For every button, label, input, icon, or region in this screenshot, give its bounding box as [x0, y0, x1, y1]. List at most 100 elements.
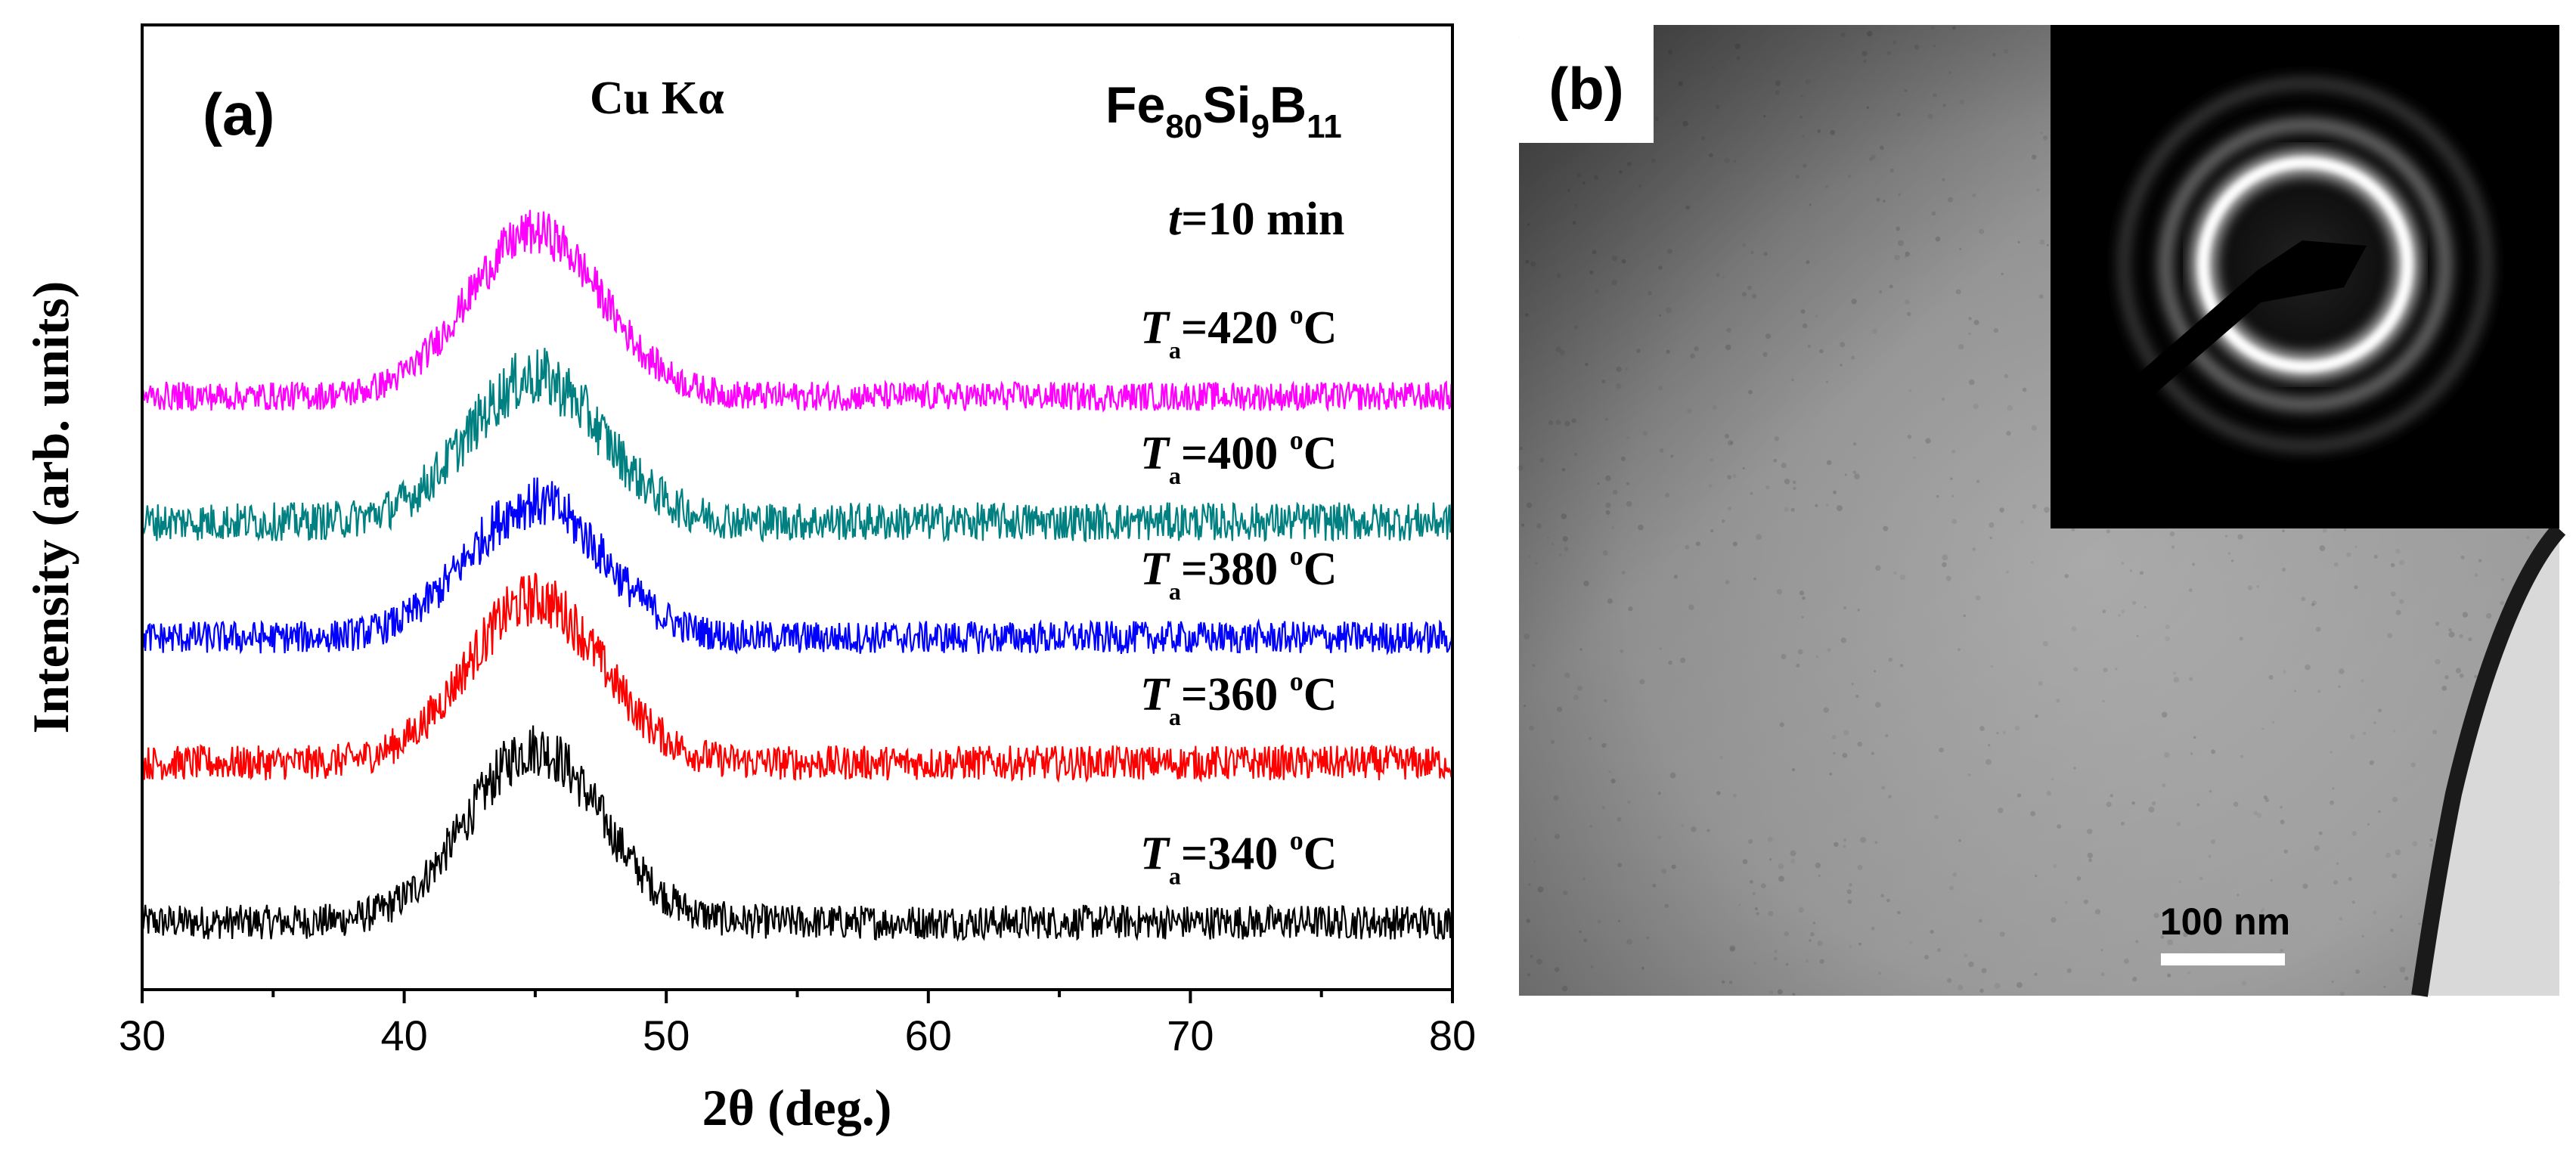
tem-speck: [2399, 966, 2406, 973]
tem-speck: [1942, 554, 1948, 561]
tem-speck: [2263, 795, 2268, 800]
tem-speck: [1601, 380, 1606, 384]
tem-speck: [2189, 677, 2193, 681]
tem-speck: [1659, 448, 1664, 453]
tem-speck: [2237, 534, 2243, 540]
tem-speck: [2336, 862, 2339, 866]
tem-speck: [2169, 531, 2175, 537]
tem-speck: [1605, 475, 1611, 482]
tem-speck: [1778, 875, 1784, 882]
tem-speck: [1866, 106, 1870, 110]
tem-speck: [1843, 838, 1847, 842]
tem-speck: [2176, 822, 2181, 826]
tem-speck: [1972, 547, 1976, 551]
tem-speck: [2270, 879, 2273, 882]
series-line-0: [142, 725, 1452, 942]
tem-speck: [1601, 742, 1607, 748]
tem-speck: [2392, 873, 2397, 879]
tem-speck: [2318, 831, 2323, 835]
tem-speck: [1765, 485, 1770, 490]
tem-speck: [1979, 228, 1985, 234]
tem-speck: [1942, 562, 1947, 568]
tem-speck: [1668, 660, 1672, 665]
tem-speck: [1748, 389, 1753, 395]
tem-speck: [1669, 772, 1676, 779]
tem-speck: [1688, 604, 1694, 610]
tem-speck: [2322, 528, 2327, 533]
tem-speck: [2210, 839, 2215, 844]
tem-speck: [1967, 773, 1971, 776]
tem-speck: [1604, 699, 1607, 702]
tem-speck: [1927, 113, 1933, 119]
tem-speck: [1730, 441, 1733, 445]
tem-speck: [2064, 574, 2069, 578]
tem-speck: [2022, 387, 2027, 392]
tem-speck: [1875, 565, 1881, 571]
tem-speck: [2392, 730, 2396, 733]
tem-speck: [1765, 333, 1772, 339]
tem-speck: [1753, 962, 1757, 965]
tem-speck: [1972, 193, 1976, 197]
tem-speck: [1948, 197, 1954, 203]
tem-speck: [2031, 425, 2037, 431]
tem-speck: [2102, 609, 2106, 614]
tem-speck: [2165, 636, 2171, 642]
tem-speck: [2131, 801, 2135, 805]
tem-speck: [1989, 536, 1992, 540]
tem-speck: [1998, 807, 2004, 813]
tem-speck: [2283, 670, 2286, 674]
tem-speck: [1785, 962, 1789, 966]
tem-speck: [1905, 299, 1910, 305]
tem-speck: [1802, 135, 1805, 138]
tem-speck: [1790, 850, 1796, 857]
x-tick-label-50: 50: [643, 1012, 690, 1059]
tem-speck: [1530, 955, 1533, 958]
tem-speck: [1806, 260, 1810, 265]
tem-speck: [1517, 465, 1524, 471]
tem-speck: [2395, 609, 2401, 615]
tem-speck: [1642, 430, 1648, 436]
tem-speck: [1636, 349, 1641, 354]
tem-speck: [1883, 200, 1886, 203]
tem-speck: [1955, 289, 1961, 295]
series-label-1-part-0: T: [1140, 669, 1170, 721]
tem-speck: [1843, 606, 1847, 610]
tem-speck: [1818, 874, 1821, 877]
tem-speck: [2305, 664, 2311, 671]
tem-speck: [2144, 606, 2147, 609]
tem-speck: [2302, 883, 2308, 889]
tem-speck: [1958, 344, 1964, 350]
tem-speck: [2115, 668, 2118, 671]
tem-speck: [1792, 480, 1796, 485]
tem-speck: [1747, 285, 1752, 290]
tem-speck: [1946, 978, 1952, 984]
tem-speck: [1555, 420, 1561, 425]
tem-speck: [2196, 803, 2200, 807]
scale-bar: 100 nm: [2160, 900, 2290, 965]
tem-speck: [1579, 648, 1582, 651]
tem-speck: [1968, 332, 1972, 336]
tem-speck: [1528, 555, 1531, 558]
tem-speck: [2398, 599, 2404, 604]
tem-speck: [1582, 181, 1586, 184]
tem-speck: [1950, 477, 1953, 480]
tem-speck: [1999, 931, 2005, 937]
tem-speck: [1749, 879, 1753, 884]
tem-speck: [1894, 254, 1900, 261]
tem-speck: [1945, 575, 1951, 581]
tem-speck: [2230, 559, 2234, 562]
tem-speck: [1750, 250, 1754, 254]
tem-speck: [1700, 135, 1706, 141]
x-tick-label-30: 30: [119, 1012, 166, 1059]
tem-speck: [2171, 545, 2175, 549]
tem-speck: [1874, 670, 1877, 673]
tem-speck: [2486, 612, 2492, 619]
tem-speck: [1881, 786, 1886, 790]
tem-speck: [1589, 824, 1593, 828]
tem-speck: [1897, 240, 1904, 246]
tem-speck: [1561, 468, 1566, 472]
tem-speck: [1652, 883, 1657, 888]
series-label-4-part-4: C: [1303, 302, 1338, 354]
tem-speck: [1706, 829, 1710, 832]
tem-speck: [2007, 404, 2013, 411]
